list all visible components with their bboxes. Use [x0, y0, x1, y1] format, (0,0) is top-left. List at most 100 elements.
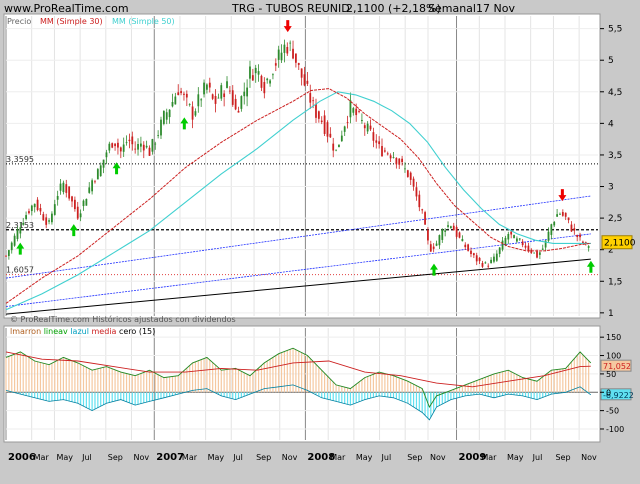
candle-body [524, 245, 527, 248]
candle-body [493, 256, 495, 262]
candle-body [349, 100, 352, 118]
candle-body [231, 90, 234, 105]
candle-body [372, 132, 375, 141]
candle-body [550, 224, 553, 235]
candle-body [501, 240, 504, 250]
trendline [5, 195, 591, 279]
candle-body [547, 231, 550, 241]
candle-body [404, 168, 406, 170]
candle-body [326, 122, 329, 137]
candle-body [521, 241, 524, 246]
candle-body [504, 237, 507, 246]
candle-body [68, 186, 71, 199]
candle-body [432, 246, 435, 249]
candle-body [570, 224, 573, 232]
candle-body [527, 245, 530, 251]
price-panel[interactable] [3, 13, 601, 319]
candle-body [274, 63, 277, 66]
x-tick-label: May [208, 453, 225, 462]
candle-body [498, 247, 501, 254]
candle-body [251, 75, 254, 81]
candle-body [88, 187, 91, 193]
candle-body [584, 242, 587, 243]
x-tick-label: Nov [430, 453, 446, 462]
candle-body [30, 205, 33, 212]
watermark: © ProRealTime.com Históricos ajustados c… [10, 314, 236, 324]
ind-y-label: -50 [606, 407, 619, 416]
candle-body [317, 111, 320, 119]
candle-body [352, 108, 355, 113]
candle-body [567, 217, 570, 221]
x-tick-label: Mar [34, 453, 50, 462]
price-arrows [16, 20, 595, 276]
candle-body [217, 97, 220, 99]
price-y-label: 4,5 [608, 88, 622, 98]
indicator-title: lmarron lineav lazul media cero (15) [10, 327, 155, 336]
candle-body [320, 120, 323, 123]
candle-body [208, 82, 211, 88]
candle-body [283, 44, 286, 53]
up-arrow [112, 162, 121, 175]
candle-body [19, 227, 22, 234]
x-tick-label: 2006 [8, 452, 36, 463]
candle-body [79, 213, 82, 218]
candle-body [7, 250, 10, 256]
candle-body [582, 241, 584, 244]
candle-body [82, 200, 85, 207]
candle-body [94, 181, 96, 183]
date-label: 17 Nov [476, 2, 515, 15]
candle-body [85, 198, 88, 206]
candle-body [185, 93, 188, 98]
candle-body [266, 78, 269, 81]
candle-body [257, 71, 260, 75]
candle-body [269, 80, 271, 84]
candle-body [541, 248, 544, 250]
candle-body [312, 100, 315, 102]
candle-body [338, 144, 340, 148]
indicator-series: 71,052 -6,9222 [5, 347, 634, 421]
up-arrow [429, 263, 438, 276]
lazul-line [5, 384, 592, 421]
legend-precio: Precio [7, 17, 31, 26]
legend-ma50: MM (Simple 50) [112, 17, 175, 26]
candle-body [346, 122, 349, 123]
last-price-marker [601, 235, 633, 250]
candle-body [381, 146, 383, 157]
candle-body [33, 203, 36, 208]
candle-body [280, 52, 283, 61]
candle-body [579, 234, 581, 238]
candle-body [148, 147, 151, 156]
x-tick-label: Nov [282, 453, 298, 462]
x-tick-label: 2009 [459, 452, 487, 463]
candle-body [449, 226, 452, 228]
x-tick-label: Nov [133, 453, 149, 462]
candle-body [510, 231, 513, 235]
candle-body [249, 66, 251, 79]
candle-body [383, 150, 386, 152]
candle-body [53, 204, 56, 215]
candle-body [467, 244, 470, 251]
x-tick-label: 2007 [156, 452, 184, 463]
candle-body [154, 143, 157, 145]
candle-body [211, 94, 214, 99]
candle-body [533, 252, 536, 254]
x-tick-label: May [356, 453, 373, 462]
candle-body [168, 109, 171, 118]
candle-body [114, 143, 116, 147]
candle-body [315, 103, 317, 118]
site-label: www.ProRealTime.com [4, 2, 129, 15]
candle-body [183, 93, 185, 95]
up-arrow [69, 224, 78, 237]
x-tick-label: Sep [256, 453, 271, 462]
candle-body [220, 85, 223, 99]
candle-body [237, 110, 240, 113]
candle-body [260, 75, 263, 88]
candle-body [355, 108, 358, 116]
candle-body [375, 140, 378, 143]
candle-body [226, 81, 228, 88]
candle-body [332, 143, 335, 151]
candle-body [292, 48, 294, 59]
ma50-line [5, 91, 591, 311]
ind-value-label: -6,9222 [603, 391, 634, 400]
candle-body [122, 144, 125, 152]
